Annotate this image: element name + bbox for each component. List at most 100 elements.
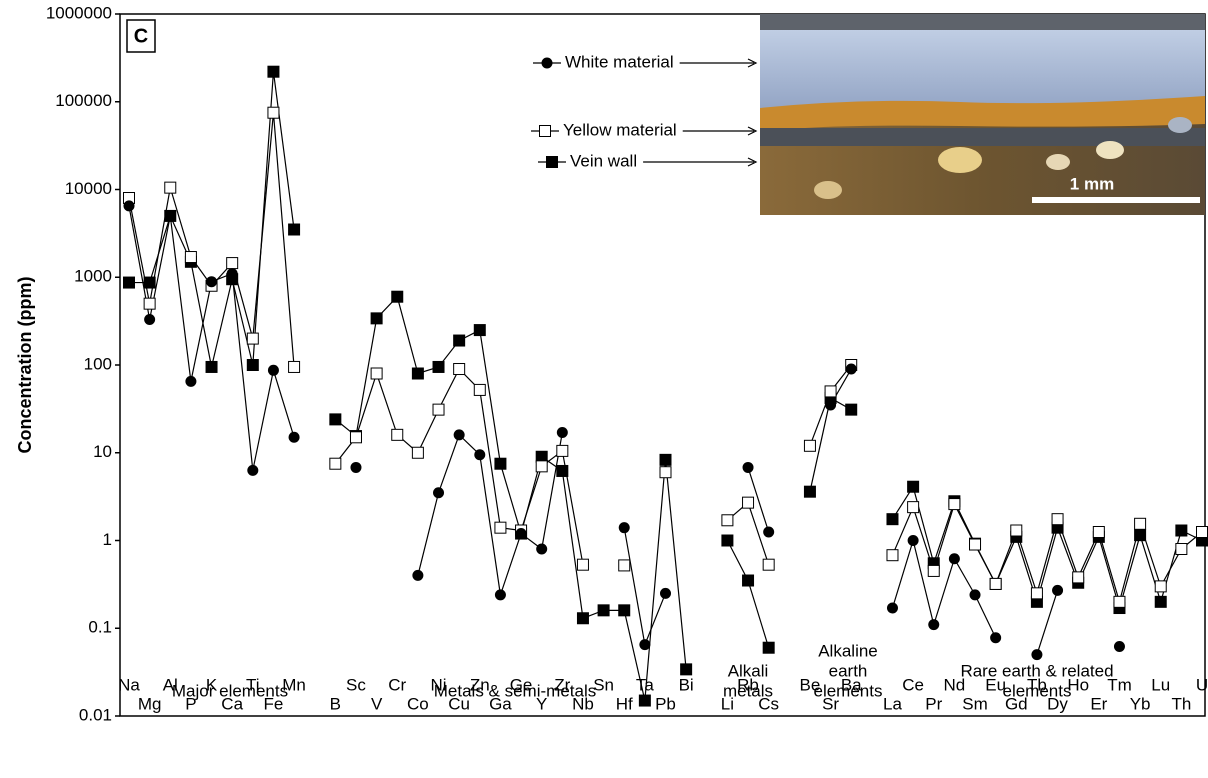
point <box>267 106 280 119</box>
x-tick-label: Zr <box>554 675 570 694</box>
y-tick-label: 1000000 <box>46 3 112 22</box>
x-tick-label: Bi <box>679 675 694 694</box>
point <box>1196 525 1208 538</box>
x-tick-label: Tb <box>1027 675 1047 694</box>
point <box>721 534 734 547</box>
x-tick-label: V <box>371 694 383 713</box>
legend-arrowhead <box>747 157 758 167</box>
annotation: Alkali <box>728 661 769 680</box>
point <box>206 276 218 288</box>
x-tick-label: Be <box>800 675 821 694</box>
point <box>659 466 672 479</box>
point <box>762 558 775 571</box>
point <box>474 449 486 461</box>
point <box>433 487 445 499</box>
point <box>1052 584 1064 596</box>
point <box>907 480 920 493</box>
x-tick-label: Na <box>118 675 140 694</box>
point <box>184 251 197 264</box>
panel-box <box>126 19 156 53</box>
point <box>535 450 548 463</box>
point <box>185 375 197 387</box>
point <box>411 446 424 459</box>
y-tick-label: 10 <box>93 442 112 461</box>
annotation: Rare earth & related <box>960 661 1113 680</box>
point <box>1031 649 1043 661</box>
point <box>370 367 383 380</box>
point <box>886 513 899 526</box>
x-tick-label: Lu <box>1151 675 1170 694</box>
x-tick-label: Sn <box>593 675 614 694</box>
point <box>123 276 135 289</box>
point <box>1175 543 1188 556</box>
point <box>432 360 445 373</box>
y-axis-label: Concentration (ppm) <box>15 277 35 454</box>
legend-marker <box>546 156 558 168</box>
panel-label: C <box>134 25 148 47</box>
point <box>845 403 858 416</box>
x-tick-label: U <box>1196 675 1208 694</box>
point <box>329 457 342 470</box>
point <box>969 538 982 551</box>
x-tick-label: Al <box>163 675 178 694</box>
point <box>246 359 259 371</box>
point <box>803 439 816 452</box>
x-tick-label: Cu <box>448 694 470 713</box>
point <box>144 314 156 326</box>
y-tick-label: 10000 <box>65 179 112 198</box>
legend-label: Yellow material <box>563 120 677 139</box>
x-tick-label: Mg <box>138 694 162 713</box>
x-tick-label: Mn <box>282 675 306 694</box>
point <box>164 210 176 222</box>
point <box>659 453 672 466</box>
point <box>597 604 610 617</box>
point <box>907 535 919 546</box>
legend-label: White material <box>565 52 674 71</box>
point <box>473 383 486 396</box>
point <box>453 334 466 347</box>
point <box>226 268 238 280</box>
point <box>618 559 631 572</box>
point <box>576 558 589 571</box>
x-tick-label: Fe <box>264 694 284 713</box>
x-tick-label: Gd <box>1005 694 1028 713</box>
point <box>288 360 301 373</box>
x-tick-label: Cr <box>388 675 406 694</box>
annotation: elements <box>814 681 883 700</box>
x-tick-label: Dy <box>1047 694 1068 713</box>
point <box>1092 525 1105 538</box>
x-tick-label: Sr <box>822 694 839 713</box>
point <box>948 498 961 511</box>
x-tick-label: Ga <box>489 694 512 713</box>
x-tick-label: Ti <box>246 675 260 694</box>
y-tick-label: 0.1 <box>88 618 112 637</box>
point <box>535 460 548 473</box>
point <box>164 181 177 194</box>
annotation: earth <box>829 661 868 680</box>
point <box>432 403 445 416</box>
point <box>990 632 1002 644</box>
point <box>349 431 362 444</box>
point <box>1113 595 1126 608</box>
x-tick-label: Ge <box>510 675 533 694</box>
point <box>803 485 816 498</box>
point <box>989 577 1002 590</box>
point <box>576 612 589 625</box>
point <box>680 663 693 676</box>
point <box>660 587 671 599</box>
x-tick-label: Nb <box>572 694 594 713</box>
point <box>412 569 424 581</box>
point <box>639 639 651 651</box>
x-tick-label: Sc <box>346 675 366 694</box>
x-tick-label: Ba <box>841 675 862 694</box>
scale-label: 1 mm <box>1070 174 1114 193</box>
x-tick-label: Hf <box>616 694 633 713</box>
x-tick-label: Ni <box>430 675 446 694</box>
x-tick-label: Nd <box>944 675 966 694</box>
point <box>1134 517 1147 530</box>
point <box>226 257 239 270</box>
point <box>246 332 259 345</box>
point <box>1154 580 1167 593</box>
x-tick-label: La <box>883 694 902 713</box>
